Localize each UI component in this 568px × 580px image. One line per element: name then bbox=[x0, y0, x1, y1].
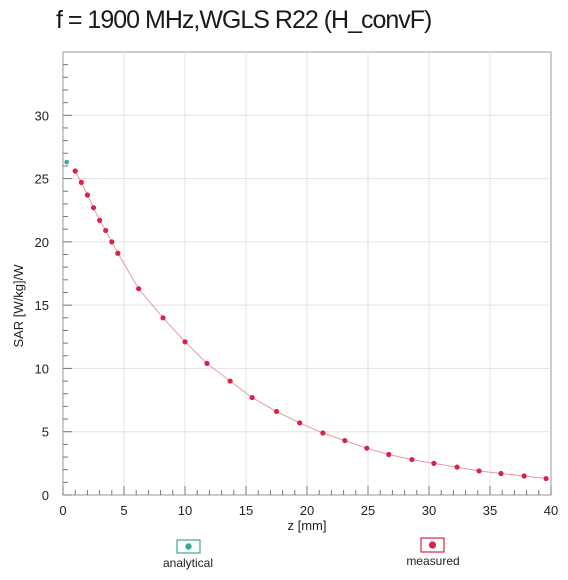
measured-point bbox=[498, 470, 504, 477]
measured-point bbox=[72, 168, 78, 174]
y-tick-label: 20 bbox=[35, 235, 49, 250]
measured-point bbox=[521, 473, 527, 479]
legend-item-analytical: analytical bbox=[163, 539, 213, 570]
y-axis-label: SAR [W/kg]/W bbox=[11, 264, 26, 348]
x-tick-label: 5 bbox=[120, 503, 127, 518]
legend-item-measured: measured bbox=[406, 537, 460, 568]
measured-point bbox=[409, 456, 415, 463]
legend: analytical measured bbox=[163, 537, 460, 570]
measured-point bbox=[84, 192, 90, 198]
x-tick-label: 15 bbox=[239, 503, 253, 518]
y-tick-label: 5 bbox=[42, 425, 49, 440]
measured-point bbox=[431, 460, 437, 466]
y-tick-label: 15 bbox=[35, 298, 49, 313]
measured-point bbox=[136, 286, 142, 292]
x-tick-label: 30 bbox=[422, 503, 436, 518]
measured-point bbox=[543, 475, 549, 482]
x-tick-label: 20 bbox=[300, 503, 314, 518]
x-tick-label: 25 bbox=[361, 503, 375, 518]
legend-label-measured: measured bbox=[406, 554, 459, 568]
measured-point bbox=[160, 315, 166, 321]
legend-label-analytical: analytical bbox=[163, 556, 213, 570]
measured-point bbox=[386, 451, 392, 458]
measured-point bbox=[115, 250, 121, 256]
measured-point bbox=[476, 468, 482, 474]
measured-point bbox=[454, 464, 460, 470]
measured-point bbox=[342, 437, 348, 444]
measured-point bbox=[78, 179, 84, 185]
chart-title: f = 1900 MHz,WGLS R22 (H_convF) bbox=[56, 6, 432, 34]
measured-point bbox=[204, 360, 210, 366]
y-tick-label: 10 bbox=[35, 361, 49, 376]
measured-point bbox=[182, 339, 188, 345]
measured-point bbox=[320, 430, 326, 436]
x-tick-label: 0 bbox=[59, 503, 66, 518]
y-tick-label: 0 bbox=[42, 488, 49, 503]
measured-point bbox=[109, 239, 115, 245]
measured-point bbox=[97, 217, 103, 223]
measured-point bbox=[364, 445, 370, 451]
y-tick-label: 30 bbox=[35, 108, 49, 123]
x-tick-label: 40 bbox=[544, 503, 558, 518]
x-tick-label: 35 bbox=[483, 503, 497, 518]
measured-point bbox=[103, 227, 109, 234]
measured-point bbox=[90, 205, 97, 211]
legend-marker-analytical bbox=[185, 543, 192, 550]
legend-marker-measured bbox=[428, 541, 437, 549]
measured-point bbox=[273, 408, 280, 415]
y-tick-label: 25 bbox=[35, 172, 49, 187]
measured-point bbox=[297, 420, 303, 426]
measured-point bbox=[227, 378, 233, 384]
analytical-point bbox=[64, 159, 69, 165]
x-axis-label: z [mm] bbox=[288, 518, 327, 533]
measured-point bbox=[249, 394, 255, 401]
x-tick-label: 10 bbox=[178, 503, 192, 518]
